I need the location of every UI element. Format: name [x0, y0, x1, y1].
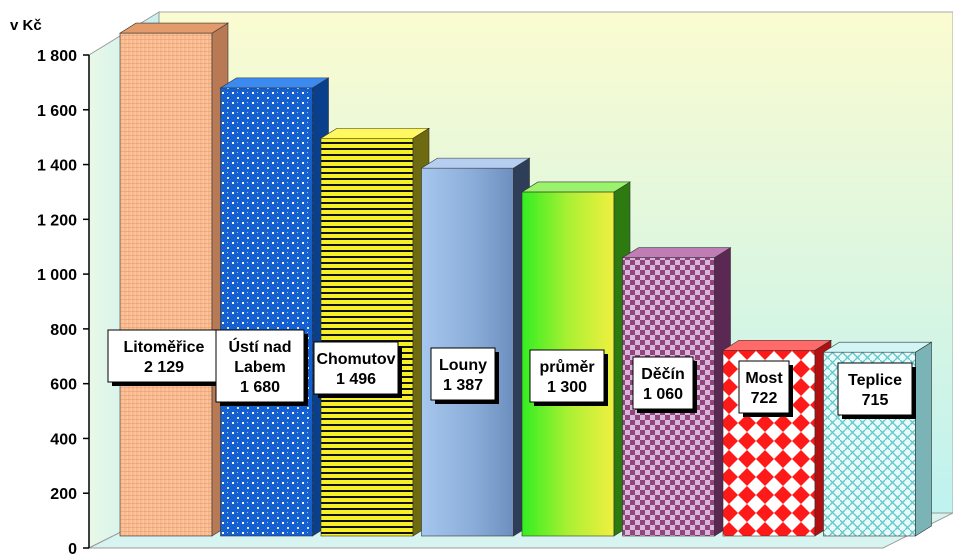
y-tick-label: 1 800 — [37, 48, 77, 65]
data-label-box — [632, 356, 694, 410]
data-label-box — [529, 349, 605, 403]
bar-4 — [420, 157, 531, 537]
data-label-5: průměr 1 300 — [529, 349, 608, 406]
data-label-2: Ústí nad Labem 1 680 — [215, 329, 308, 406]
bar-top — [721, 339, 833, 351]
bar-top — [319, 127, 431, 139]
data-label-text: průměr — [539, 359, 594, 376]
y-unit-label: v Kč — [10, 17, 42, 34]
data-label-text: Chomutov — [316, 351, 395, 368]
data-label-8: Teplice 715 — [837, 362, 916, 419]
y-tick-label: 800 — [50, 322, 77, 339]
bar-top — [420, 157, 531, 169]
data-label-box — [107, 329, 221, 383]
bar-front — [119, 32, 213, 537]
data-label-text: 2 129 — [144, 359, 184, 376]
bar-side — [915, 341, 932, 537]
data-label-text: 1 680 — [240, 379, 280, 396]
data-label-box — [313, 341, 399, 395]
data-label-text: Most — [745, 370, 783, 387]
data-label-box — [215, 329, 305, 403]
bar-top — [219, 77, 330, 89]
bar-top — [621, 247, 732, 258]
y-tick-label: 200 — [50, 486, 77, 503]
bar-2 — [219, 77, 330, 537]
data-label-text: Louny — [439, 357, 487, 374]
data-label-3: Chomutov 1 496 — [313, 341, 402, 398]
data-label-6: Děčín 1 060 — [632, 356, 697, 413]
y-tick-label: 1 600 — [37, 103, 77, 120]
data-label-box — [837, 362, 913, 416]
data-label-4: Louny 1 387 — [430, 347, 499, 404]
y-tick-label: 1 200 — [37, 212, 77, 229]
data-label-1: Litoměřice 2 129 — [107, 329, 224, 386]
y-tick-label: 400 — [50, 431, 77, 448]
data-label-text: 1 060 — [643, 386, 683, 403]
y-tick-label: 600 — [50, 377, 77, 394]
bar-top — [118, 22, 230, 34]
data-label-box — [738, 360, 790, 414]
data-label-text: 1 387 — [443, 377, 483, 394]
y-axis: 0 200 400 600 800 1 000 1 200 1 400 1 600 1 800 v … — [10, 17, 90, 554]
data-label-box — [430, 347, 496, 401]
data-label-text: 722 — [751, 390, 778, 407]
bar-3 — [319, 127, 431, 537]
y-tick-label: 1 000 — [37, 267, 77, 284]
data-label-text: 1 300 — [547, 379, 587, 396]
data-label-7: Most 722 — [738, 360, 793, 417]
data-label-text: 715 — [862, 392, 889, 409]
bar-front — [320, 137, 414, 537]
data-labels: Litoměřice 2 129 Ústí nad Labem 1 680 Chomuto… — [107, 329, 916, 419]
data-label-text: Ústí nad — [228, 337, 291, 356]
bar-1 — [118, 22, 230, 537]
data-label-text: Děčín — [641, 366, 685, 383]
y-tick-label: 1 400 — [37, 158, 77, 175]
bar-top — [520, 181, 632, 193]
y-tick-label: 0 — [68, 541, 77, 554]
bar-top — [822, 341, 933, 353]
bar-front — [220, 87, 313, 537]
data-label-text: Teplice — [848, 372, 902, 389]
bar-7 — [721, 339, 833, 537]
data-label-text: Litoměřice — [124, 339, 205, 356]
data-label-text: 1 496 — [336, 371, 376, 388]
data-label-text: Labem — [234, 359, 286, 376]
